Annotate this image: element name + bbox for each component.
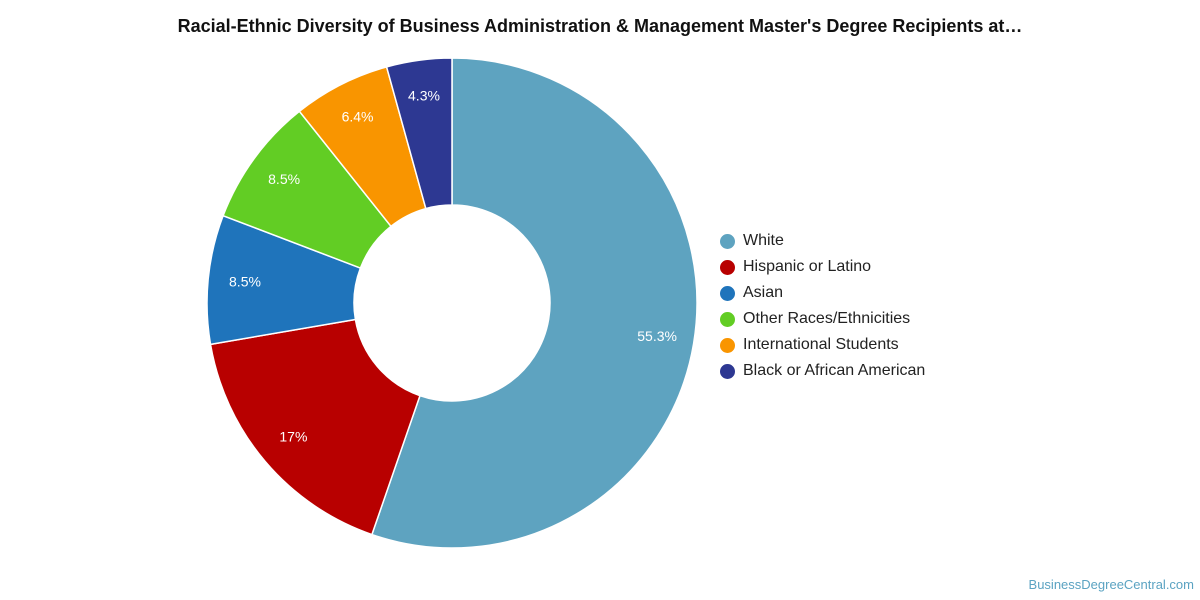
legend-item-asian[interactable]: Asian bbox=[720, 280, 925, 306]
legend-label: Asian bbox=[743, 284, 784, 301]
legend-swatch-icon bbox=[720, 233, 735, 249]
slice-hispanic-or-latino bbox=[209, 318, 421, 536]
legend-swatch-icon bbox=[720, 285, 735, 301]
legend-item-hispanic-or-latino[interactable]: Hispanic or Latino bbox=[720, 254, 925, 280]
slice-label-other-races-ethnicities: 8.5% bbox=[268, 171, 300, 187]
slice-label-hispanic-or-latino: 17% bbox=[279, 428, 307, 444]
legend-item-international-students[interactable]: International Students bbox=[720, 332, 925, 358]
legend-item-black-or-african-american[interactable]: Black or African American bbox=[720, 358, 925, 384]
legend-swatch-icon bbox=[720, 311, 735, 327]
slice-label-white: 55.3% bbox=[637, 328, 677, 344]
legend-item-other-races-ethnicities[interactable]: Other Races/Ethnicities bbox=[720, 306, 925, 332]
legend-label: International Students bbox=[743, 336, 899, 353]
legend: White Hispanic or Latino Asian Other Races/… bbox=[720, 228, 925, 384]
slice-label-black-or-african-american: 4.3% bbox=[408, 88, 440, 104]
legend-label: Other Races/Ethnicities bbox=[743, 310, 911, 327]
legend-label: Black or African American bbox=[743, 362, 926, 379]
legend-label: Hispanic or Latino bbox=[743, 258, 872, 275]
legend-swatch-icon bbox=[720, 363, 735, 379]
legend-label: White bbox=[743, 232, 784, 249]
slice-label-international-students: 6.4% bbox=[342, 108, 374, 124]
watermark: BusinessDegreeCentral.com bbox=[1028, 577, 1194, 592]
slice-label-asian: 8.5% bbox=[229, 273, 261, 289]
slice-white bbox=[370, 57, 698, 549]
chart-title: Racial-Ethnic Diversity of Business Admi… bbox=[177, 16, 1023, 36]
legend-swatch-icon bbox=[720, 337, 735, 353]
legend-swatch-icon bbox=[720, 259, 735, 275]
legend-item-white[interactable]: White bbox=[720, 228, 925, 254]
slice-black-or-african-american bbox=[385, 57, 453, 210]
